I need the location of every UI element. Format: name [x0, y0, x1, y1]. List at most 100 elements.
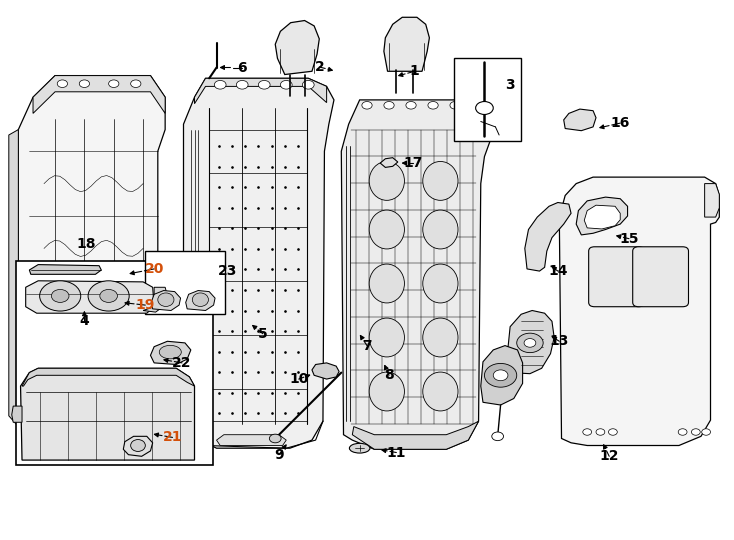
Text: 10: 10	[289, 372, 308, 386]
Polygon shape	[705, 184, 719, 217]
Ellipse shape	[158, 293, 174, 306]
Polygon shape	[380, 158, 398, 167]
Ellipse shape	[369, 161, 404, 200]
Circle shape	[302, 80, 314, 89]
Circle shape	[100, 289, 117, 302]
Text: 20: 20	[145, 262, 164, 276]
Circle shape	[40, 281, 81, 311]
Circle shape	[258, 80, 270, 89]
Text: 22: 22	[172, 356, 192, 370]
Polygon shape	[29, 265, 101, 274]
Ellipse shape	[159, 346, 181, 359]
Text: 5: 5	[258, 327, 268, 341]
Polygon shape	[150, 341, 191, 365]
Ellipse shape	[192, 293, 208, 306]
Circle shape	[131, 80, 141, 87]
Text: 21: 21	[163, 430, 182, 444]
Polygon shape	[18, 405, 158, 440]
Circle shape	[57, 80, 68, 87]
Polygon shape	[21, 368, 195, 460]
Ellipse shape	[369, 210, 404, 249]
Text: 15: 15	[619, 232, 639, 246]
Ellipse shape	[423, 318, 458, 357]
Polygon shape	[9, 130, 18, 427]
Polygon shape	[559, 177, 719, 446]
Text: 16: 16	[611, 116, 630, 130]
Polygon shape	[352, 421, 479, 449]
Polygon shape	[384, 17, 429, 71]
Circle shape	[691, 429, 700, 435]
Circle shape	[484, 363, 517, 387]
Circle shape	[384, 102, 394, 109]
Ellipse shape	[369, 318, 404, 357]
Polygon shape	[18, 76, 165, 440]
Polygon shape	[508, 310, 554, 374]
Circle shape	[702, 429, 711, 435]
Ellipse shape	[423, 161, 458, 200]
Circle shape	[362, 102, 372, 109]
Circle shape	[524, 339, 536, 347]
Circle shape	[214, 80, 226, 89]
Ellipse shape	[369, 372, 404, 411]
Text: 13: 13	[550, 334, 569, 348]
Circle shape	[236, 80, 248, 89]
Polygon shape	[341, 100, 493, 449]
Circle shape	[269, 434, 281, 443]
Polygon shape	[312, 363, 339, 379]
Polygon shape	[584, 205, 620, 229]
Circle shape	[450, 102, 460, 109]
Text: 23: 23	[218, 264, 237, 278]
Ellipse shape	[423, 372, 458, 411]
Polygon shape	[275, 21, 319, 75]
Text: 19: 19	[136, 298, 155, 312]
Ellipse shape	[423, 264, 458, 303]
FancyBboxPatch shape	[633, 247, 688, 307]
Polygon shape	[576, 197, 628, 235]
Ellipse shape	[349, 443, 370, 453]
Polygon shape	[217, 435, 286, 446]
Circle shape	[493, 370, 508, 381]
Text: 18: 18	[77, 237, 96, 251]
Polygon shape	[143, 287, 167, 312]
Circle shape	[517, 333, 543, 353]
Circle shape	[583, 429, 592, 435]
Polygon shape	[564, 109, 596, 131]
Circle shape	[596, 429, 605, 435]
Bar	[145, 251, 225, 314]
Circle shape	[406, 102, 416, 109]
Circle shape	[280, 80, 292, 89]
Bar	[454, 58, 521, 141]
Polygon shape	[33, 76, 165, 113]
Circle shape	[79, 80, 90, 87]
Polygon shape	[184, 78, 334, 448]
Ellipse shape	[423, 210, 458, 249]
Polygon shape	[525, 202, 571, 271]
Circle shape	[109, 80, 119, 87]
Polygon shape	[22, 368, 195, 386]
Circle shape	[51, 289, 69, 302]
Text: 2: 2	[314, 60, 324, 74]
Circle shape	[608, 429, 617, 435]
Polygon shape	[151, 291, 181, 310]
Text: 8: 8	[384, 368, 394, 382]
Polygon shape	[195, 78, 327, 104]
Polygon shape	[26, 281, 154, 313]
Text: 14: 14	[548, 264, 567, 278]
Circle shape	[476, 102, 493, 114]
Ellipse shape	[131, 440, 145, 451]
Circle shape	[428, 102, 438, 109]
Text: 11: 11	[387, 446, 406, 460]
Circle shape	[88, 281, 129, 311]
Text: 7: 7	[362, 339, 372, 353]
Circle shape	[678, 429, 687, 435]
Polygon shape	[481, 346, 523, 405]
Polygon shape	[158, 259, 167, 302]
Text: 6: 6	[237, 60, 247, 75]
Text: 3: 3	[505, 78, 515, 92]
FancyBboxPatch shape	[589, 247, 644, 307]
Polygon shape	[123, 436, 153, 456]
Circle shape	[468, 102, 479, 109]
Circle shape	[492, 432, 504, 441]
Bar	[16, 261, 213, 465]
Polygon shape	[186, 291, 215, 310]
